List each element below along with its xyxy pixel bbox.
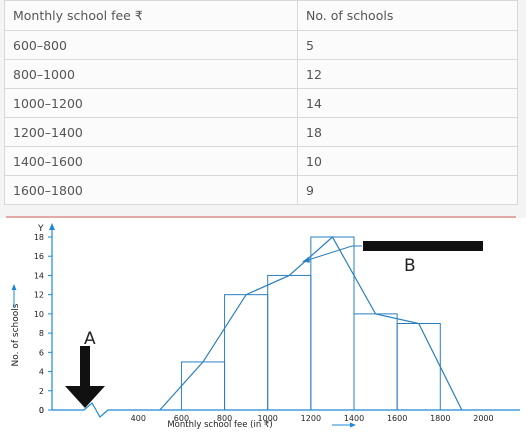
x-ticks-group: 400 600 800 1000 1200 1400 1600 1800 2000 0 bbox=[39, 406, 494, 423]
annotation-b-redaction-bar bbox=[363, 241, 483, 251]
x-tick-label: 1000 bbox=[258, 414, 278, 423]
y-axis-arrowhead bbox=[49, 223, 55, 230]
histogram-chart: 0 2 4 6 8 10 12 14 16 18 400 600 800 1000 1200 1400 160… bbox=[11, 223, 520, 430]
y-tick-label: 16 bbox=[34, 252, 44, 261]
table-row: 1400–1600 10 bbox=[4, 146, 518, 176]
cell-count: 10 bbox=[297, 146, 518, 176]
section-divider bbox=[6, 216, 516, 218]
annotation-a-arrow bbox=[65, 346, 105, 408]
table-row: 600–800 5 bbox=[4, 30, 518, 60]
axes-group bbox=[49, 223, 520, 418]
x-tick-label: 400 bbox=[131, 414, 146, 423]
cell-count: 5 bbox=[297, 30, 518, 60]
x-axis-line bbox=[52, 402, 520, 418]
cell-count: 18 bbox=[297, 117, 518, 147]
cell-count: 14 bbox=[297, 88, 518, 118]
x-tick-label: 1200 bbox=[301, 414, 321, 423]
cell-fee: 1600–1800 bbox=[4, 175, 298, 205]
y-tick-label: 4 bbox=[39, 368, 44, 377]
cell-fee: 800–1000 bbox=[4, 59, 298, 89]
cell-fee: 1400–1600 bbox=[4, 146, 298, 176]
y-axis-label: No. of schools bbox=[11, 303, 21, 366]
annotation-b-pointer bbox=[302, 245, 362, 263]
x-tick-label: 600 bbox=[174, 414, 189, 423]
x-tick-label: 1400 bbox=[344, 414, 364, 423]
annotation-a-label: A bbox=[84, 329, 96, 349]
y-tick-label: 18 bbox=[34, 233, 44, 242]
y-axis-letter: Y bbox=[37, 224, 44, 234]
y-tick-label: 6 bbox=[39, 348, 44, 357]
y-tick-label: 0 bbox=[39, 406, 44, 415]
y-tick-label: 14 bbox=[34, 271, 44, 280]
histogram-bar bbox=[267, 274, 312, 411]
histogram-bar bbox=[180, 361, 226, 411]
header-schools: No. of schools bbox=[297, 0, 518, 31]
x-tick-label: 2000 bbox=[473, 414, 493, 423]
table-row: 800–1000 12 bbox=[4, 59, 518, 89]
x-axis-label: Monthly school fee (in ₹) bbox=[167, 420, 272, 430]
frequency-table-panel: Monthly school fee ₹ No. of schools 600–… bbox=[0, 0, 526, 218]
x-tick-label: 1800 bbox=[430, 414, 450, 423]
x-origin-label: 0 bbox=[39, 406, 44, 415]
header-fee: Monthly school fee ₹ bbox=[4, 0, 298, 31]
x-axis-label-arrow bbox=[332, 422, 356, 428]
y-tick-label: 12 bbox=[34, 291, 44, 300]
table-header-row: Monthly school fee ₹ No. of schools bbox=[4, 0, 518, 31]
y-ticks-group: 0 2 4 6 8 10 12 14 16 18 bbox=[34, 233, 52, 415]
cell-fee: 1000–1200 bbox=[4, 88, 298, 118]
x-tick-label: 1600 bbox=[387, 414, 407, 423]
x-tick-label: 800 bbox=[217, 414, 232, 423]
table-row: 1200–1400 18 bbox=[4, 117, 518, 147]
y-axis-label-arrow bbox=[11, 284, 17, 308]
table-row: 1000–1200 14 bbox=[4, 88, 518, 118]
y-tick-label: 2 bbox=[39, 387, 44, 396]
frequency-polygon-line bbox=[159, 236, 463, 411]
cell-fee: 600–800 bbox=[4, 30, 298, 60]
cell-count: 9 bbox=[297, 175, 518, 205]
histogram-bar bbox=[353, 313, 398, 411]
frequency-table: Monthly school fee ₹ No. of schools 600–… bbox=[4, 0, 518, 205]
cell-count: 12 bbox=[297, 59, 518, 89]
table-row: 1600–1800 9 bbox=[4, 175, 518, 205]
bars-group bbox=[180, 236, 441, 411]
histogram-bar bbox=[224, 294, 269, 411]
cell-fee: 1200–1400 bbox=[4, 117, 298, 147]
y-tick-label: 10 bbox=[34, 310, 44, 319]
histogram-bar bbox=[396, 323, 441, 411]
annotation-b-label: B bbox=[404, 256, 416, 276]
y-tick-label: 8 bbox=[39, 329, 44, 338]
